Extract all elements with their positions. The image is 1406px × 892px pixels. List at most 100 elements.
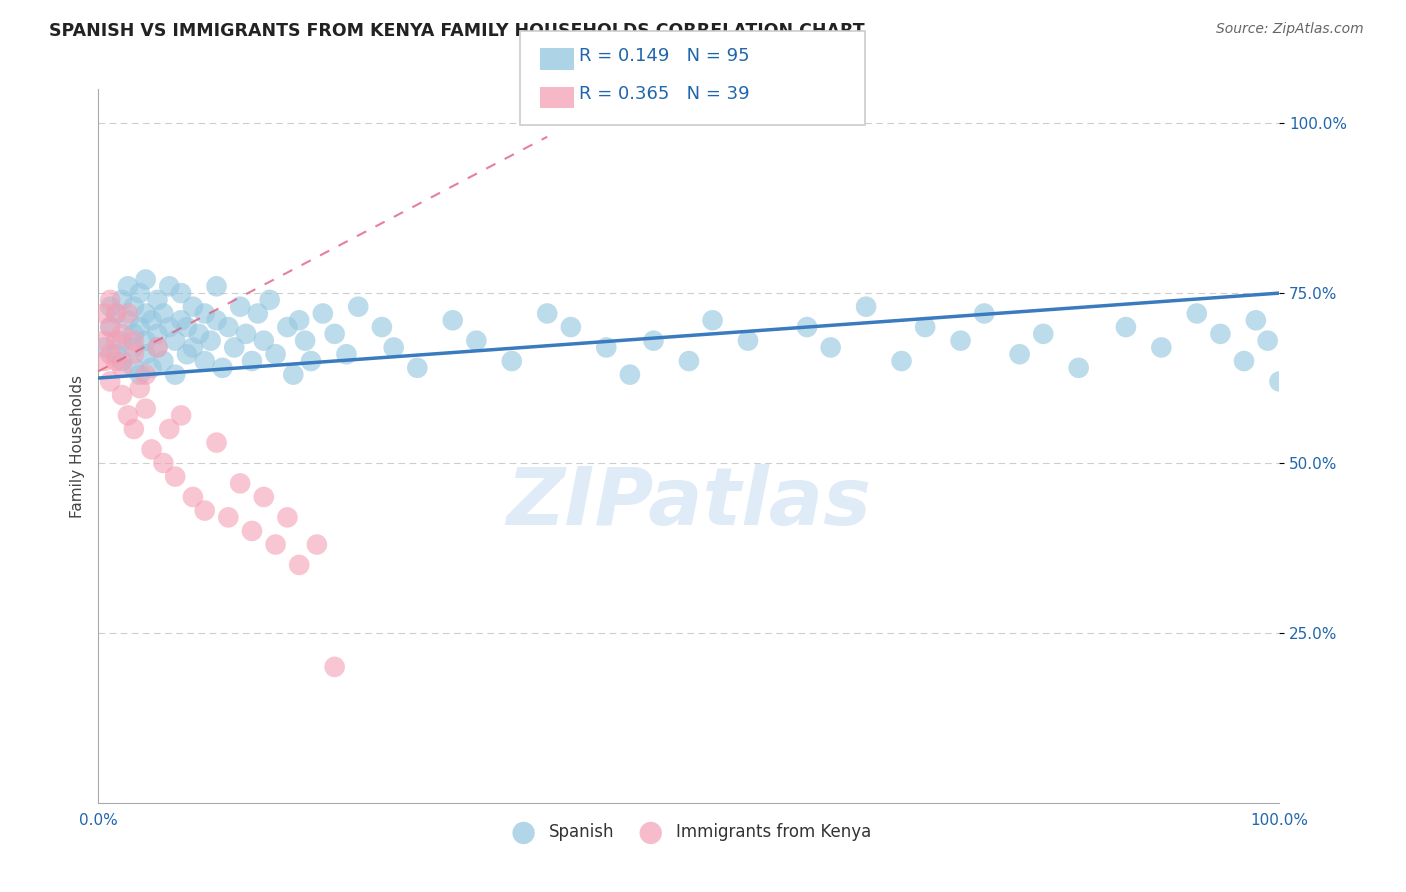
Point bbox=[305, 537, 328, 551]
Legend: Spanish, Immigrants from Kenya: Spanish, Immigrants from Kenya bbox=[501, 817, 877, 848]
Point bbox=[560, 320, 582, 334]
Text: Source: ZipAtlas.com: Source: ZipAtlas.com bbox=[1216, 22, 1364, 37]
Point bbox=[229, 300, 252, 314]
Point bbox=[643, 334, 665, 348]
Point bbox=[105, 306, 128, 320]
Point bbox=[299, 354, 322, 368]
Point bbox=[205, 313, 228, 327]
Point bbox=[152, 456, 174, 470]
Point bbox=[105, 354, 128, 368]
Point bbox=[288, 558, 311, 572]
Point bbox=[820, 341, 842, 355]
Point bbox=[240, 354, 263, 368]
Point bbox=[1268, 375, 1291, 389]
Point bbox=[93, 306, 115, 320]
Point bbox=[501, 354, 523, 368]
Point bbox=[165, 334, 187, 348]
Point bbox=[135, 347, 157, 361]
Text: R = 0.149   N = 95: R = 0.149 N = 95 bbox=[579, 47, 749, 65]
Point bbox=[111, 360, 134, 375]
Point bbox=[105, 347, 128, 361]
Point bbox=[98, 293, 121, 307]
Point bbox=[312, 306, 335, 320]
Point bbox=[111, 326, 134, 341]
Point bbox=[1233, 354, 1256, 368]
Point bbox=[347, 300, 370, 314]
Point bbox=[117, 313, 139, 327]
Point bbox=[217, 320, 239, 334]
Point bbox=[141, 442, 163, 457]
Point bbox=[135, 368, 157, 382]
Point bbox=[105, 306, 128, 320]
Point bbox=[240, 524, 263, 538]
Point bbox=[93, 334, 115, 348]
Point bbox=[465, 334, 488, 348]
Text: SPANISH VS IMMIGRANTS FROM KENYA FAMILY HOUSEHOLDS CORRELATION CHART: SPANISH VS IMMIGRANTS FROM KENYA FAMILY … bbox=[49, 22, 865, 40]
Y-axis label: Family Households: Family Households bbox=[69, 375, 84, 517]
Point bbox=[128, 286, 150, 301]
Point bbox=[98, 320, 121, 334]
Point bbox=[122, 360, 145, 375]
Point bbox=[194, 306, 217, 320]
Point bbox=[105, 334, 128, 348]
Point bbox=[382, 341, 405, 355]
Point bbox=[194, 354, 217, 368]
Point bbox=[205, 435, 228, 450]
Point bbox=[176, 347, 198, 361]
Point bbox=[246, 306, 269, 320]
Point bbox=[122, 300, 145, 314]
Point bbox=[181, 300, 204, 314]
Point bbox=[93, 354, 115, 368]
Point bbox=[264, 537, 287, 551]
Point bbox=[1032, 326, 1054, 341]
Text: R = 0.365   N = 39: R = 0.365 N = 39 bbox=[579, 85, 749, 103]
Point bbox=[122, 326, 145, 341]
Point bbox=[973, 306, 995, 320]
Point bbox=[141, 360, 163, 375]
Point bbox=[1115, 320, 1137, 334]
Point bbox=[135, 401, 157, 416]
Point bbox=[146, 293, 169, 307]
Point bbox=[890, 354, 912, 368]
Point bbox=[111, 293, 134, 307]
Point bbox=[205, 279, 228, 293]
Point bbox=[194, 503, 217, 517]
Point bbox=[737, 334, 759, 348]
Point bbox=[1185, 306, 1208, 320]
Point bbox=[93, 341, 115, 355]
Point bbox=[111, 354, 134, 368]
Point bbox=[371, 320, 394, 334]
Point bbox=[253, 490, 276, 504]
Point bbox=[253, 334, 276, 348]
Point bbox=[135, 272, 157, 286]
Point bbox=[323, 326, 346, 341]
Point bbox=[176, 320, 198, 334]
Point bbox=[157, 320, 180, 334]
Point bbox=[117, 409, 139, 423]
Point bbox=[152, 306, 174, 320]
Point bbox=[406, 360, 429, 375]
Text: ZIPatlas: ZIPatlas bbox=[506, 464, 872, 542]
Point bbox=[335, 347, 357, 361]
Point bbox=[98, 375, 121, 389]
Point bbox=[128, 320, 150, 334]
Point bbox=[122, 334, 145, 348]
Point bbox=[264, 347, 287, 361]
Point bbox=[157, 279, 180, 293]
Point bbox=[111, 334, 134, 348]
Point bbox=[217, 510, 239, 524]
Point bbox=[122, 341, 145, 355]
Point bbox=[135, 334, 157, 348]
Point bbox=[1067, 360, 1090, 375]
Point bbox=[276, 320, 298, 334]
Point bbox=[441, 313, 464, 327]
Point bbox=[678, 354, 700, 368]
Point bbox=[949, 334, 972, 348]
Point bbox=[98, 320, 121, 334]
Point bbox=[914, 320, 936, 334]
Point bbox=[181, 341, 204, 355]
Point bbox=[619, 368, 641, 382]
Point bbox=[1209, 326, 1232, 341]
Point bbox=[135, 306, 157, 320]
Point bbox=[229, 476, 252, 491]
